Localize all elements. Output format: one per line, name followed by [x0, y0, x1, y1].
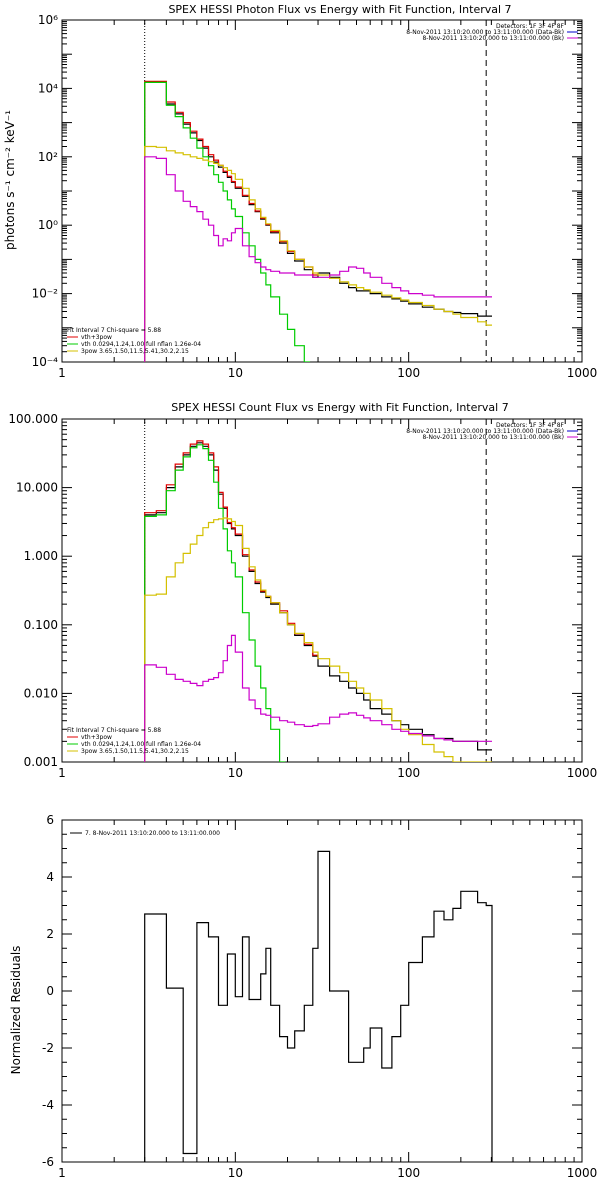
axes-frame	[61, 19, 583, 363]
legend-bottomleft-entry: vth 0.0294,1.24,1.00 full nflan 1.26e-04	[81, 741, 201, 748]
x-tick-label: 1	[58, 766, 66, 780]
series-line-3	[144, 517, 492, 762]
legend-entry: 7. 8-Nov-2011 13:10:20.000 to 13:11:00.0…	[85, 830, 220, 837]
legend-bottomleft-entry: 3pow 3.65,1.50,11.5,5.41,30.2,2.15	[81, 348, 189, 355]
y-tick-label: 0.001	[24, 755, 58, 769]
y-tick-label: 10⁴	[38, 81, 58, 95]
series-line-2	[144, 444, 286, 762]
x-tick-label: 10	[228, 366, 243, 380]
series-group	[144, 80, 492, 362]
x-tick-label: 100	[397, 366, 420, 380]
series-group	[144, 440, 492, 762]
series-line-1	[144, 80, 319, 362]
series-line-0	[144, 81, 492, 362]
x-tick-label: 10	[228, 1166, 243, 1180]
residuals-plot: 1 10 100 1000 -6 -4 -2 0 2 4 6 7. 8-Nov-2011 13:10:…	[42, 813, 597, 1180]
legend-bottomleft-entry: vth+3pow	[81, 334, 112, 341]
y-tick-label: 100.000	[8, 412, 58, 426]
axes-frame	[61, 819, 583, 1163]
y-tick-label: 0.100	[24, 618, 58, 632]
y-tick-label: -6	[42, 1155, 54, 1169]
y-tick-label: 10⁻⁴	[32, 355, 59, 369]
photon-flux-plot: 1 10 100 1000 10⁻⁴ 10⁻² 10⁰ 10² 10⁴ 10⁶ Detectors:…	[32, 13, 598, 380]
legend-topright-entry: 8-Nov-2011 13:10:20.000 to 13:11:00.000 …	[406, 29, 564, 36]
legend-bottomleft-entry: vth+3pow	[81, 734, 112, 741]
y-tick-label: 4	[46, 870, 54, 884]
series-line-1	[144, 440, 319, 762]
legend-topright-entry: Detectors: 1F 3F 4F 8F	[496, 422, 565, 429]
series-line-2	[144, 81, 311, 362]
x-tick-label: 1000	[567, 366, 598, 380]
x-tick-label: 1000	[567, 766, 598, 780]
y-tick-label: 10²	[38, 150, 58, 164]
legend-bottomleft-entry: vth 0.0294,1.24,1.00 full nflan 1.26e-04	[81, 341, 201, 348]
series-line-3	[144, 145, 492, 362]
legend-bottomleft-entry: Fit Interval 7 Chi-square = 5.88	[67, 727, 161, 734]
legend-topright-entry: 8-Nov-2011 13:10:20.000 to 13:11:00.000 …	[422, 434, 564, 441]
photon-flux-title: SPEX HESSI Photon Flux vs Energy with Fi…	[168, 3, 511, 16]
legend-bottomleft-entry: Fit Interval 7 Chi-square = 5.88	[67, 327, 161, 334]
count-flux-title: SPEX HESSI Count Flux vs Energy with Fit…	[171, 401, 508, 414]
axes-frame	[61, 418, 583, 763]
residuals-panel: 1 10 100 1000 -6 -4 -2 0 2 4 6 7. 8-Nov-2011 13:10:…	[9, 813, 597, 1180]
y-tick-label: -2	[42, 1041, 54, 1055]
photon-flux-ylabel: photons s⁻¹ cm⁻² keV⁻¹	[3, 110, 17, 250]
x-tick-label: 100	[397, 766, 420, 780]
series-line-0	[144, 442, 492, 762]
y-tick-label: 10⁰	[38, 218, 58, 232]
y-tick-label: 10⁶	[38, 13, 58, 27]
series-line-0	[144, 850, 493, 1162]
photon-flux-panel: SPEX HESSI Photon Flux vs Energy with Fi…	[3, 3, 597, 380]
x-tick-label: 10	[228, 766, 243, 780]
legend-topright-entry: 8-Nov-2011 13:10:20.000 to 13:11:00.000 …	[406, 428, 564, 435]
legend-topright-entry: Detectors: 1F 3F 4F 8F	[496, 23, 565, 30]
x-tick-label: 1000	[567, 1166, 598, 1180]
count-flux-plot: 1 10 100 1000 0.001 0.010 0.100 1.000 10.000 100.…	[8, 412, 597, 780]
x-tick-label: 100	[397, 1166, 420, 1180]
y-tick-label: 2	[46, 927, 54, 941]
y-tick-label: 6	[46, 813, 54, 827]
count-flux-panel: SPEX HESSI Count Flux vs Energy with Fit…	[8, 401, 597, 780]
series-line-4	[144, 156, 492, 362]
x-tick-label: 1	[58, 1166, 66, 1180]
y-tick-label: 0.010	[24, 686, 58, 700]
y-tick-label: 1.000	[24, 549, 58, 563]
legend-topright-entry: 8-Nov-2011 13:10:20.000 to 13:11:00.000 …	[422, 35, 564, 42]
residuals-ylabel: Normalized Residuals	[9, 946, 23, 1075]
series-group	[144, 850, 493, 1162]
y-tick-label: 0	[46, 984, 54, 998]
y-tick-label: -4	[42, 1098, 54, 1112]
series-line-4	[144, 634, 492, 762]
x-tick-label: 1	[58, 366, 66, 380]
legend-bottomleft-entry: 3pow 3.65,1.50,11.5,5.41,30.2,2.15	[81, 748, 189, 755]
y-tick-label: 10⁻²	[32, 287, 59, 301]
y-tick-label: 10.000	[16, 481, 58, 495]
